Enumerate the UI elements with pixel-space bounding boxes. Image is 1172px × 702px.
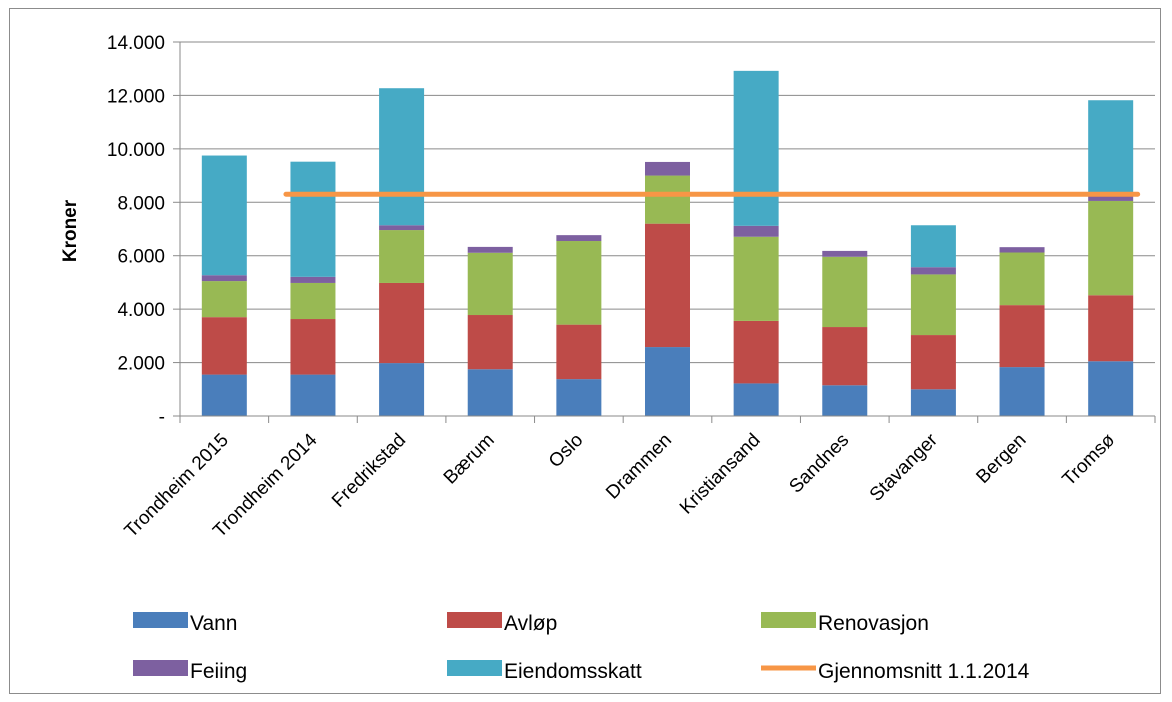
chart-frame: Trondheim 2015 Trondheim 2014 Fredrikstad B…	[9, 8, 1161, 694]
bar-eiendomsskatt	[290, 161, 336, 277]
bar-avlop	[556, 324, 602, 380]
y-tick-label: 2.000	[117, 354, 165, 375]
x-tick-label: Oslo	[545, 430, 587, 472]
legend-swatch-feiing	[133, 660, 188, 676]
bar-vann	[999, 367, 1045, 416]
legend: Vann Avløp Renovasjon Feiing Eiendomsskatt Gj…	[133, 612, 1030, 683]
x-tick-label: Stavanger	[866, 429, 943, 506]
bar-renovasjon	[467, 252, 513, 316]
bar-feiing	[999, 247, 1045, 253]
bar-avlop	[1088, 295, 1134, 362]
bar-feiing	[733, 225, 779, 237]
legend-swatch-eiendomsskatt	[447, 660, 502, 676]
bar-renovasjon	[1088, 200, 1134, 296]
bar-avlop	[379, 282, 425, 364]
x-tick-label: Sandnes	[785, 430, 853, 498]
legend-swatch-renovasjon	[761, 612, 816, 628]
x-tick-label: Bærum	[440, 430, 499, 489]
y-tick-label: 10.000	[107, 140, 165, 161]
bars	[201, 70, 1134, 416]
bar-feiing	[467, 246, 513, 253]
bar-avlop	[910, 335, 956, 390]
legend-label-gjennomsnitt-1-1-2014: Gjennomsnitt 1.1.2014	[818, 660, 1030, 683]
y-tick-label: 8.000	[117, 193, 165, 214]
bar-renovasjon	[822, 256, 868, 328]
bar-avlop	[290, 319, 336, 375]
y-tick-label: 6.000	[117, 247, 165, 268]
y-tick-labels: - 2.000 4.000 6.000 8.000 10.000 12.000 14.000	[107, 33, 165, 428]
y-tick-label: 14.000	[107, 33, 165, 54]
legend-label-vann: Vann	[190, 612, 238, 635]
bar-avlop	[999, 305, 1045, 368]
bar-eiendomsskatt	[379, 88, 425, 226]
bar-feiing	[290, 276, 336, 283]
bar-renovasjon	[910, 274, 956, 336]
bar-renovasjon	[645, 175, 690, 224]
bar-avlop	[645, 223, 690, 348]
bar-vann	[467, 369, 513, 416]
legend-label-eiendomsskatt: Eiendomsskatt	[504, 660, 642, 683]
bar-feiing	[910, 267, 956, 275]
bar-renovasjon	[290, 282, 336, 320]
y-tick-label: 12.000	[107, 86, 165, 107]
bar-vann	[201, 374, 247, 416]
bar-eiendomsskatt	[910, 225, 956, 268]
bar-feiing	[556, 235, 602, 242]
bar-feiing	[645, 161, 690, 176]
bar-eiendomsskatt	[733, 70, 779, 226]
y-tick-label: -	[159, 407, 165, 428]
y-axis-label: Kroner	[60, 199, 81, 262]
bar-vann	[733, 383, 779, 416]
bar-avlop	[467, 315, 513, 370]
bar-vann	[556, 379, 602, 416]
bar-feiing	[201, 275, 247, 282]
bar-feiing	[822, 250, 868, 257]
legend-swatch-avlop	[447, 612, 502, 628]
bar-eiendomsskatt	[201, 155, 247, 276]
x-tick-label: Fredrikstad	[328, 430, 410, 512]
bar-feiing	[379, 225, 425, 231]
legend-swatch-vann	[133, 612, 188, 628]
bar-avlop	[201, 317, 247, 375]
bar-vann	[645, 347, 690, 416]
x-tick-label: Tromsø	[1059, 429, 1120, 490]
bar-avlop	[733, 320, 779, 384]
y-tick-label: 4.000	[117, 300, 165, 321]
bar-renovasjon	[733, 236, 779, 321]
axes	[173, 41, 1156, 423]
bar-vann	[290, 374, 336, 416]
bar-renovasjon	[999, 252, 1045, 306]
bar-vann	[822, 385, 868, 416]
legend-label-renovasjon: Renovasjon	[818, 612, 929, 635]
legend-label-feiing: Feiing	[190, 660, 247, 683]
bar-vann	[1088, 361, 1134, 416]
x-tick-label: Drammen	[602, 430, 676, 504]
bar-vann	[379, 363, 425, 416]
bar-vann	[910, 389, 956, 416]
bar-renovasjon	[201, 281, 247, 318]
x-tick-label: Kristiansand	[676, 430, 765, 519]
x-tick-label: Bergen	[972, 430, 1030, 488]
legend-label-avlop: Avløp	[504, 612, 557, 635]
bar-feiing	[1088, 194, 1134, 201]
bar-renovasjon	[379, 230, 425, 283]
bar-avlop	[822, 327, 868, 386]
bar-renovasjon	[556, 241, 602, 325]
bar-eiendomsskatt	[1088, 100, 1134, 195]
